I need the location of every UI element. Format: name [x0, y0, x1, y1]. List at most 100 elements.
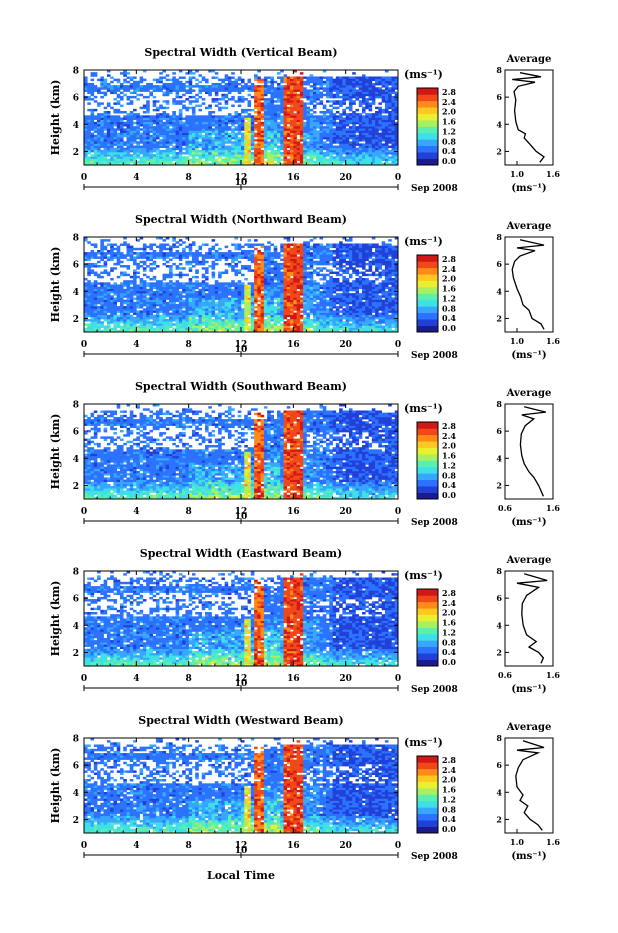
heatmap-cell: [176, 252, 180, 254]
heatmap-cell: [91, 243, 95, 245]
heatmap-cell: [274, 111, 278, 113]
heatmap-cell: [169, 141, 173, 143]
heatmap-cell: [284, 107, 288, 109]
heatmap-cell: [163, 133, 167, 135]
heatmap-cell: [133, 278, 137, 280]
heatmap-cell: [310, 154, 314, 156]
heatmap-cell: [352, 120, 356, 122]
heatmap-cell: [198, 252, 202, 254]
heatmap-cell: [313, 118, 317, 120]
heatmap-cell: [215, 139, 219, 141]
heatmap-cell: [300, 94, 304, 96]
heatmap-cell: [241, 109, 245, 111]
heatmap-cell: [166, 321, 170, 323]
heatmap-cell: [159, 76, 163, 78]
heatmap-cell: [198, 118, 202, 120]
heatmap-cell: [362, 79, 366, 81]
heatmap-cell: [182, 118, 186, 120]
heatmap-cell: [382, 148, 386, 150]
heatmap-cell: [117, 254, 121, 256]
heatmap-cell: [127, 130, 131, 132]
heatmap-cell: [339, 126, 343, 128]
heatmap-cell: [365, 148, 369, 150]
heatmap-cell: [185, 274, 189, 276]
heatmap-cell: [113, 285, 117, 287]
heatmap-cell: [140, 323, 144, 325]
heatmap-cell: [244, 256, 248, 258]
heatmap-cell: [91, 282, 95, 284]
heatmap-cell: [136, 148, 140, 150]
heatmap-cell: [192, 154, 196, 156]
heatmap-cell: [264, 148, 268, 150]
heatmap-cell: [195, 302, 199, 304]
heatmap-cell: [369, 105, 373, 107]
heatmap-cell: [231, 321, 235, 323]
heatmap-cell: [336, 122, 340, 124]
heatmap-cell: [310, 150, 314, 152]
heatmap-cell: [94, 280, 98, 282]
heatmap-cell: [261, 96, 265, 98]
heatmap-cell: [149, 254, 153, 256]
heatmap-cell: [264, 83, 268, 85]
heatmap-cell: [277, 72, 281, 74]
heatmap-cell: [310, 130, 314, 132]
heatmap-cell: [290, 105, 294, 107]
heatmap-cell: [320, 139, 324, 141]
heatmap-cell: [254, 291, 258, 293]
heatmap-cell: [198, 297, 202, 299]
heatmap-cell: [159, 304, 163, 306]
heatmap-cell: [149, 287, 153, 289]
heatmap-cell: [333, 85, 337, 87]
heatmap-cell: [189, 289, 193, 291]
heatmap-cell: [310, 141, 314, 143]
heatmap-cell: [182, 143, 186, 145]
heatmap-cell: [163, 87, 167, 89]
heatmap-cell: [166, 323, 170, 325]
heatmap-cell: [182, 285, 186, 287]
heatmap-cell: [254, 161, 258, 163]
heatmap-cell: [385, 150, 389, 152]
heatmap-cell: [372, 156, 376, 158]
heatmap-cell: [284, 130, 288, 132]
heatmap-cell: [107, 302, 111, 304]
heatmap-cell: [254, 98, 258, 100]
heatmap-cell: [97, 317, 101, 319]
heatmap-cell: [169, 156, 173, 158]
heatmap-cell: [84, 139, 88, 141]
heatmap-cell: [172, 282, 176, 284]
heatmap-cell: [218, 304, 222, 306]
heatmap-cell: [264, 92, 268, 94]
heatmap-cell: [336, 150, 340, 152]
heatmap-cell: [127, 297, 131, 299]
heatmap-cell: [130, 92, 134, 94]
heatmap-cell: [133, 83, 137, 85]
heatmap-cell: [146, 259, 150, 261]
heatmap-cell: [140, 291, 144, 293]
heatmap-cell: [270, 115, 274, 117]
heatmap-cell: [202, 139, 206, 141]
heatmap-cell: [87, 300, 91, 302]
heatmap-cell: [336, 118, 340, 120]
heatmap-cell: [323, 133, 327, 135]
heatmap-cell: [110, 243, 114, 245]
heatmap-cell: [284, 85, 288, 87]
heatmap-cell: [185, 137, 189, 139]
heatmap-cell: [261, 159, 265, 161]
heatmap-cell: [329, 85, 333, 87]
heatmap-cell: [300, 107, 304, 109]
heatmap-cell: [323, 122, 327, 124]
heatmap-cell: [228, 156, 232, 158]
heatmap-cell: [87, 308, 91, 310]
heatmap-cell: [254, 272, 258, 274]
heatmap-cell: [372, 133, 376, 135]
heatmap-cell: [382, 85, 386, 87]
heatmap-cell: [149, 306, 153, 308]
heatmap-cell: [280, 143, 284, 145]
heatmap-cell: [254, 94, 258, 96]
heatmap-cell: [192, 159, 196, 161]
heatmap-cell: [172, 246, 176, 248]
heatmap-cell: [388, 81, 392, 83]
heatmap-cell: [300, 122, 304, 124]
heatmap-cell: [287, 87, 291, 89]
heatmap-cell: [143, 302, 147, 304]
